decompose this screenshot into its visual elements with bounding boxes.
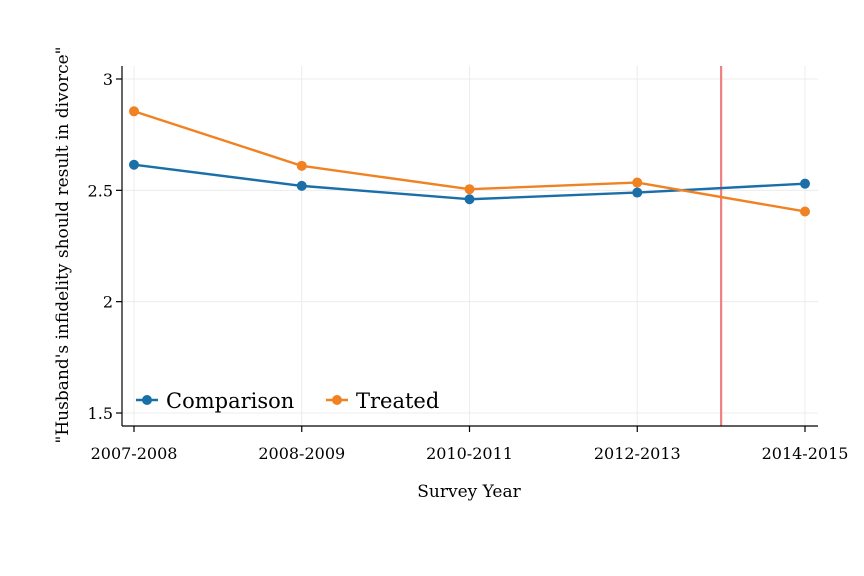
x-axis-title: Survey Year xyxy=(417,482,521,502)
data-point-treated-0 xyxy=(129,106,139,117)
data-point-treated-3 xyxy=(632,177,643,188)
axes: 1.5 2 2.5 3 2007-2008 2008-2009 2010-2011 2012-… xyxy=(88,66,849,463)
legend-marker-comparison xyxy=(142,395,152,405)
x-tick-label-0: 2007-2008 xyxy=(91,444,178,463)
data-point-comparison-0 xyxy=(129,159,139,170)
data-point-comparison-3 xyxy=(632,187,643,198)
data-point-treated-4 xyxy=(800,206,810,217)
data-point-comparison-2 xyxy=(464,194,475,205)
x-tick-label-2: 2010-2011 xyxy=(426,444,513,463)
data-point-comparison-4 xyxy=(800,178,810,189)
legend-marker-treated xyxy=(332,395,342,405)
y-tick-label-0: 1.5 xyxy=(88,404,113,423)
x-tick-label-3: 2012-2013 xyxy=(594,444,681,463)
legend-label-comparison: Comparison xyxy=(166,389,294,413)
data-point-treated-1 xyxy=(296,160,307,171)
series-group xyxy=(129,106,810,217)
x-tick-label-1: 2008-2009 xyxy=(258,444,345,463)
legend: Comparison Treated xyxy=(136,389,439,413)
y-tick-label-3: 3 xyxy=(103,70,113,89)
y-tick-label-2: 2.5 xyxy=(88,181,113,200)
data-point-comparison-1 xyxy=(296,180,307,191)
grid xyxy=(122,66,818,426)
data-point-treated-2 xyxy=(464,184,475,195)
x-tick-label-4: 2014-2015 xyxy=(762,444,849,463)
y-axis-title: "Husband's infidelity should result in d… xyxy=(53,47,73,444)
y-tick-label-1: 2 xyxy=(103,293,113,312)
legend-label-treated: Treated xyxy=(356,389,439,413)
